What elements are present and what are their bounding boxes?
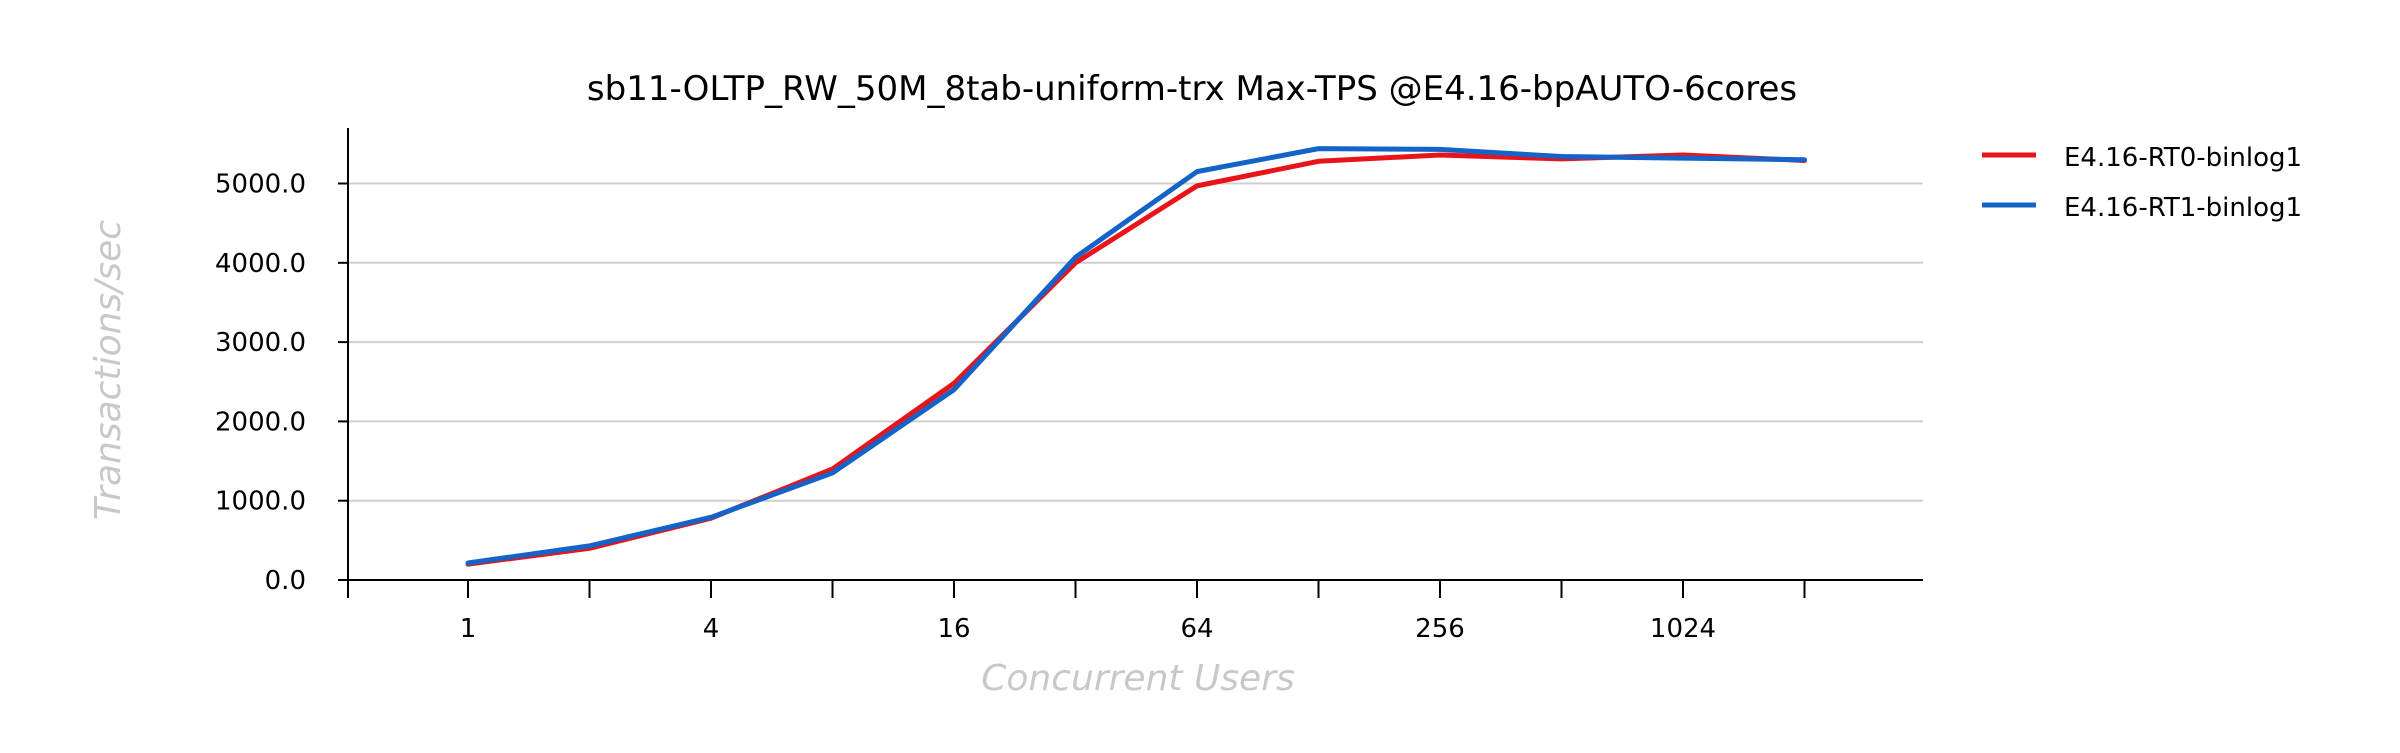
legend-label: E4.16-RT1-binlog1 (2064, 193, 2302, 223)
y-tick-label: 4000.0 (215, 249, 306, 279)
series-lines (465, 146, 1807, 567)
x-tick-label: 4 (703, 614, 720, 644)
x-tick-label: 64 (1180, 614, 1213, 644)
y-tick-label: 2000.0 (215, 407, 306, 437)
y-tick-label: 3000.0 (215, 328, 306, 358)
x-axis-label: Concurrent Users (981, 658, 1295, 699)
y-axis-label: Transactions/sec (88, 220, 129, 520)
x-tick-label: 1 (460, 614, 477, 644)
y-tick-label: 5000.0 (215, 170, 306, 200)
axes: 0.0 1000.0 2000.0 3000.0 4000.0 5000.0 1 4 16 64 2… (215, 128, 1923, 644)
y-tick-label: 0.0 (265, 566, 306, 596)
legend: E4.16-RT0-binlog1 E4.16-RT1-binlog1 (1982, 143, 2302, 223)
x-tick-label: 16 (937, 614, 970, 644)
chart-title: sb11-OLTP_RW_50M_8tab-uniform-trx Max-TP… (587, 69, 1797, 109)
grid-lines (348, 182, 1923, 502)
y-tick-label: 1000.0 (215, 487, 306, 517)
series-line-2 (465, 146, 1807, 566)
x-tick-label: 1024 (1650, 614, 1716, 644)
legend-label: E4.16-RT0-binlog1 (2064, 143, 2302, 173)
x-tick-label: 256 (1415, 614, 1465, 644)
